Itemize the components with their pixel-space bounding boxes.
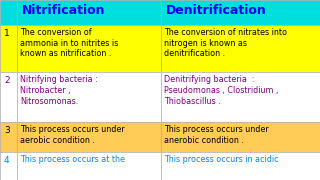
- Text: This process occurs in acidic: This process occurs in acidic: [164, 155, 279, 164]
- Bar: [17, 152, 161, 180]
- Text: Nitrification: Nitrification: [22, 4, 106, 17]
- Text: 4: 4: [4, 156, 10, 165]
- Text: The conversion of nitrates into
nitrogen is known as
denitrification .: The conversion of nitrates into nitrogen…: [164, 28, 287, 58]
- Bar: [161, 122, 320, 152]
- Bar: [17, 122, 161, 152]
- Text: This process occurs under
aerobic condition .: This process occurs under aerobic condit…: [20, 125, 125, 145]
- Bar: [161, 152, 320, 180]
- Bar: [0, 122, 17, 152]
- Bar: [17, 25, 161, 72]
- Text: Denitrification: Denitrification: [166, 4, 267, 17]
- Bar: [0, 0, 17, 25]
- Text: 1: 1: [4, 29, 10, 38]
- Text: The conversion of
ammonia in to nitrites is
known as nitrification .: The conversion of ammonia in to nitrites…: [20, 28, 118, 58]
- Bar: [0, 25, 17, 72]
- Bar: [0, 152, 17, 180]
- Bar: [17, 0, 161, 25]
- Text: 2: 2: [4, 76, 10, 85]
- Text: Nitrifying bacteria :
Nitrobacter ,
Nitrosomonas.: Nitrifying bacteria : Nitrobacter , Nitr…: [20, 75, 98, 105]
- Text: This process occurs under
anerobic condition .: This process occurs under anerobic condi…: [164, 125, 269, 145]
- Bar: [161, 25, 320, 72]
- Bar: [161, 0, 320, 25]
- Text: 3: 3: [4, 126, 10, 135]
- Bar: [17, 72, 161, 122]
- Text: Denitrifying bacteria  :
Pseudomonas , Clostridium ,
Thiobascillus .: Denitrifying bacteria : Pseudomonas , Cl…: [164, 75, 278, 105]
- Bar: [0, 72, 17, 122]
- Text: This process occurs at the: This process occurs at the: [20, 155, 125, 164]
- Bar: [161, 72, 320, 122]
